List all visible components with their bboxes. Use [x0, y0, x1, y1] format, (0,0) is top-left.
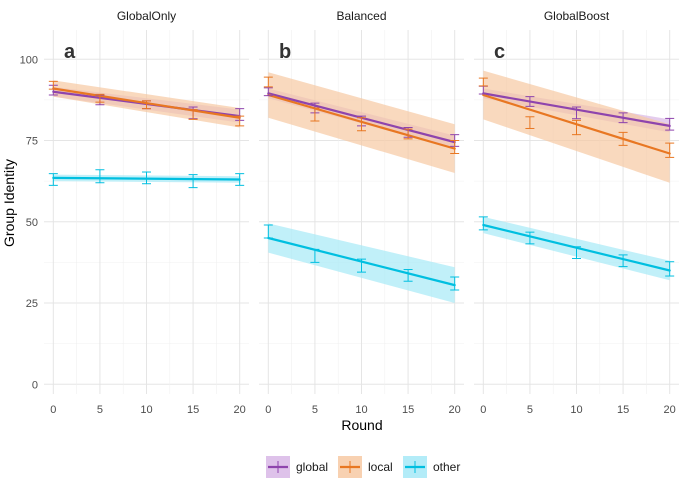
error-bar-local: [450, 140, 460, 154]
error-bar-local: [357, 117, 366, 132]
legend-entry-other: other: [403, 456, 460, 478]
error-bar-local: [403, 128, 413, 140]
panel-title: GlobalBoost: [544, 9, 610, 23]
strip-background: [44, 5, 249, 27]
error-bar-local: [478, 77, 488, 87]
error-bar-other: [665, 261, 675, 277]
x-tick-label: 10: [570, 404, 582, 416]
panel-Balanced: Balanced 0 5 10 15 20 b: [259, 5, 464, 416]
error-bar-local: [665, 142, 675, 158]
panel-title: GlobalOnly: [117, 9, 176, 23]
error-bar-other: [95, 169, 105, 184]
error-bar-other: [142, 171, 151, 185]
error-bar-local: [188, 109, 198, 120]
x-tick-label: 0: [265, 404, 271, 416]
strip-background: [259, 5, 464, 27]
error-bar-other: [188, 174, 198, 189]
error-bar-local: [235, 115, 245, 127]
error-bar-global: [525, 96, 535, 107]
error-bar-local: [572, 119, 581, 136]
error-bar-other: [450, 276, 460, 291]
panel-GlobalOnly: GlobalOnly 0 5 10 15 20 0 25 50 75 100 a: [20, 5, 249, 416]
x-tick-label: 15: [187, 404, 199, 416]
x-tick-label: 20: [664, 404, 676, 416]
y-tick-label: 75: [26, 136, 38, 148]
error-bar-other: [618, 254, 628, 268]
panel-letter: a: [64, 41, 76, 63]
error-bar-other: [525, 231, 535, 245]
x-tick-label: 5: [312, 404, 318, 416]
legend: global local other: [266, 456, 460, 478]
x-tick-label: 15: [402, 404, 414, 416]
error-bar-global: [263, 87, 273, 97]
error-bar-local: [48, 80, 58, 90]
error-bar-local: [263, 76, 273, 88]
legend-entry-local: local: [338, 456, 393, 478]
y-tick-label: 0: [32, 379, 38, 391]
error-bar-other: [357, 258, 366, 273]
error-bar-other: [48, 173, 58, 186]
error-bar-local: [142, 100, 151, 110]
y-tick-label: 100: [20, 54, 38, 66]
error-bar-local: [95, 93, 105, 103]
x-axis-title: Round: [341, 417, 382, 433]
x-tick-label: 0: [480, 404, 486, 416]
x-tick-label: 20: [449, 404, 461, 416]
legend-label: other: [433, 460, 460, 474]
error-bar-other: [403, 269, 413, 282]
error-bar-other: [478, 216, 488, 231]
x-tick-label: 5: [527, 404, 533, 416]
panel-GlobalBoost: GlobalBoost 0 5 10 15 20 c: [474, 5, 679, 416]
error-bar-global: [665, 117, 675, 131]
error-bar-local: [310, 107, 320, 122]
x-tick-label: 10: [355, 404, 367, 416]
y-tick-label: 25: [26, 298, 38, 310]
error-bar-other: [263, 224, 273, 239]
error-bar-local: [525, 116, 535, 129]
error-bar-other: [235, 173, 245, 186]
error-bar-global: [572, 106, 581, 120]
panel-letter: b: [279, 41, 291, 63]
y-axis-title: Group Identity: [1, 159, 17, 247]
error-bar-global: [618, 112, 628, 124]
error-bar-other: [310, 248, 320, 263]
panel-letter: c: [494, 41, 505, 63]
x-tick-label: 20: [234, 404, 246, 416]
legend-label: global: [296, 460, 328, 474]
x-tick-label: 15: [617, 404, 629, 416]
strip-background: [474, 5, 679, 27]
legend-entry-global: global: [266, 456, 328, 478]
x-tick-label: 5: [97, 404, 103, 416]
error-bar-other: [572, 246, 581, 259]
y-tick-label: 50: [26, 217, 38, 229]
x-tick-label: 10: [140, 404, 152, 416]
x-tick-label: 0: [50, 404, 56, 416]
legend-label: local: [368, 460, 393, 474]
panel-title: Balanced: [336, 9, 386, 23]
error-bar-local: [618, 131, 628, 146]
